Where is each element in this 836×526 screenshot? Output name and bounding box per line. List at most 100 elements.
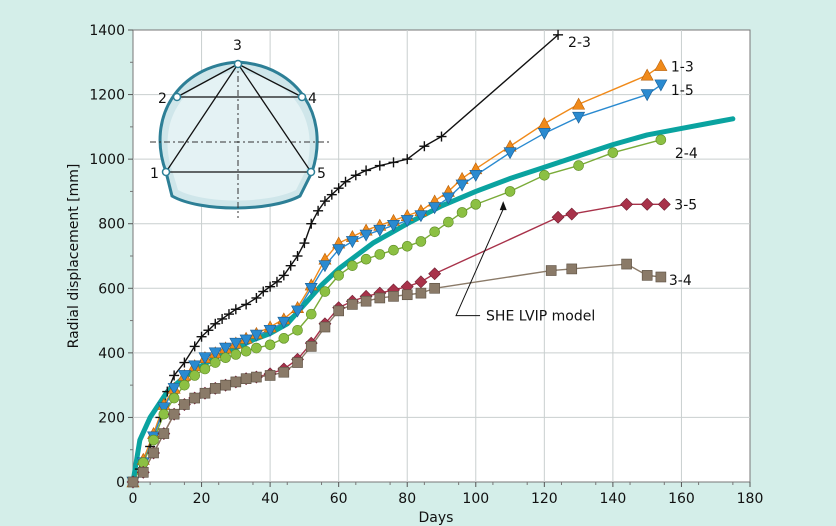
data-point	[305, 341, 317, 352]
data-point	[196, 331, 207, 342]
x-tick-label: 140	[600, 491, 627, 507]
data-point	[441, 192, 455, 205]
x-tick-label: 20	[193, 491, 211, 507]
data-point	[607, 147, 619, 158]
inset-label-4: 4	[308, 91, 317, 107]
data-point	[251, 342, 262, 354]
annotations: SHE LVIP model	[455, 201, 595, 325]
inset-label-5: 5	[317, 166, 326, 182]
x-tick-label: 180	[737, 491, 764, 507]
data-point	[292, 324, 303, 336]
data-point	[278, 333, 290, 344]
data-point	[158, 428, 170, 439]
series-label-2-3: 2-3	[568, 35, 591, 51]
data-point	[199, 363, 211, 375]
data-point	[333, 183, 344, 194]
data-point	[332, 244, 346, 257]
data-point	[361, 165, 372, 176]
series-label-1-3: 1-3	[671, 60, 694, 76]
data-point	[428, 267, 442, 281]
x-tick-label: 60	[330, 491, 348, 507]
data-point	[167, 383, 181, 395]
chord-3-5	[237, 63, 312, 173]
chord-2-3	[176, 63, 239, 98]
data-point	[654, 58, 668, 71]
data-point	[402, 154, 413, 165]
data-point	[429, 282, 440, 294]
data-point	[401, 241, 413, 252]
y-axis-title: Radial displacement [mm]	[66, 164, 82, 349]
data-point	[230, 304, 241, 315]
data-point	[306, 218, 317, 229]
data-point	[620, 197, 634, 211]
y-tick-label: 600	[98, 281, 125, 297]
data-point	[230, 349, 242, 360]
inset-point-3	[233, 59, 243, 69]
data-point	[291, 305, 305, 318]
y-tick-label: 1000	[89, 152, 125, 168]
inset-label-3: 3	[233, 38, 242, 54]
data-point	[333, 305, 344, 317]
x-tick-label: 160	[668, 491, 695, 507]
data-point	[350, 170, 361, 181]
data-point	[209, 357, 221, 368]
data-point	[271, 276, 282, 287]
data-point	[318, 260, 332, 273]
data-point	[373, 224, 387, 237]
inset-label-2: 2	[158, 91, 167, 107]
data-point	[374, 249, 386, 260]
data-point	[277, 316, 291, 329]
data-point	[401, 289, 413, 301]
data-point	[572, 97, 586, 110]
data-point	[251, 371, 262, 383]
data-point	[263, 324, 277, 337]
data-point	[127, 476, 139, 488]
chord-1-3	[165, 63, 239, 173]
data-point	[469, 169, 483, 182]
data-point	[265, 281, 276, 292]
data-point	[641, 270, 653, 281]
inset-point-2	[172, 92, 182, 102]
x-axis-title: Days	[419, 510, 454, 526]
data-point	[621, 258, 632, 270]
data-point	[347, 299, 358, 310]
data-point	[189, 341, 200, 352]
data-point	[305, 308, 317, 320]
data-point	[203, 325, 214, 336]
data-point	[545, 265, 557, 276]
data-point	[179, 357, 190, 368]
data-point	[299, 238, 310, 249]
data-point	[304, 282, 318, 295]
y-tick-label: 1200	[89, 88, 125, 104]
data-point	[640, 89, 654, 102]
data-point	[241, 299, 252, 310]
data-point	[264, 339, 276, 351]
data-point	[249, 329, 263, 342]
data-point	[319, 196, 330, 207]
data-point	[374, 292, 386, 304]
data-point	[551, 210, 565, 224]
data-point	[264, 370, 276, 381]
data-point	[640, 197, 654, 211]
tunnel-inner	[167, 72, 310, 201]
data-point	[388, 157, 399, 168]
y-tick-label: 0	[116, 475, 125, 491]
data-point	[278, 366, 290, 378]
data-point	[326, 189, 337, 200]
data-point	[419, 141, 430, 152]
data-point	[189, 370, 200, 381]
series-label-3-5: 3-5	[674, 197, 697, 213]
data-point	[333, 270, 344, 281]
data-point	[388, 244, 399, 256]
x-tick-label: 120	[531, 491, 558, 507]
data-point	[573, 160, 584, 171]
data-point	[285, 260, 296, 271]
tunnel-inset-diagram: 1 2 3 4 5	[150, 38, 330, 218]
data-point	[229, 337, 243, 350]
data-point	[388, 291, 399, 302]
data-point	[360, 295, 372, 307]
data-point	[470, 199, 482, 210]
data-point	[655, 134, 667, 146]
data-point	[539, 169, 550, 181]
